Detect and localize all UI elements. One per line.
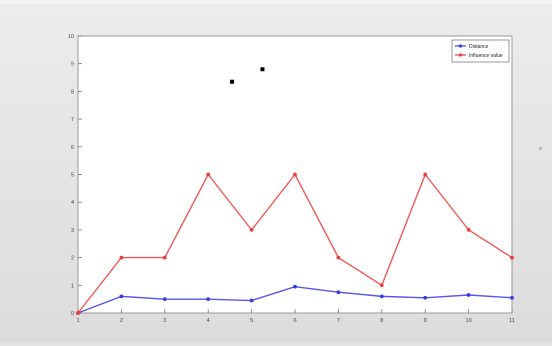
x-tick-label: 3 [163,318,166,324]
y-tick-label: 3 [71,228,74,234]
series-1-point [336,290,341,295]
series-layer [76,172,514,315]
series-2-point [510,255,514,260]
x-tick-label: 1 [76,318,79,324]
x-tick-label: 4 [207,318,210,324]
series-2-point [76,311,80,315]
x-tick-label: 2 [120,318,123,324]
y-axis-ticks: 0 1 2 3 4 5 6 7 8 9 10 [68,34,82,317]
legend-swatch-marker [458,53,463,57]
series-2-point [249,228,254,232]
series-2-point [162,255,167,260]
y-tick-label: 4 [71,200,74,206]
y-tick-label: 9 [71,62,74,68]
legend-box [451,39,510,63]
series-1-point [466,293,471,297]
x-tick-label: 7 [337,318,340,324]
y-tick-label: 5 [71,173,74,179]
series-1-point [249,298,254,303]
x-tick-label: 11 [509,318,515,324]
series-1-point [379,294,384,299]
legend-swatch-marker [458,44,463,48]
background-dot [539,147,542,150]
y-tick-label: 1 [71,283,74,289]
y-tick-label: 0 [71,311,74,317]
series-1-point [293,284,297,289]
series-1-point [510,295,514,300]
series-1-point [162,297,167,302]
series-1-point [119,294,124,299]
legend-label: Influence value [469,53,503,59]
marker-layer [230,67,265,84]
y-tick-label: 8 [71,89,74,95]
series-2-point [293,172,297,177]
series-1-point [423,295,428,300]
x-tick-label: 10 [466,318,472,324]
series-2-point [336,255,341,260]
y-tick-label: 7 [71,117,74,123]
stray-marker [260,67,265,72]
x-axis-ticks: 1 2 3 4 5 6 7 8 9 10 11 [76,309,515,324]
series-2-point [466,228,471,232]
x-tick-label: 6 [293,318,296,324]
y-tick-label: 6 [71,145,74,151]
x-tick-label: 9 [424,318,427,324]
y-tick-label: 2 [71,256,74,262]
legend: Distance Influence value [451,39,510,63]
series-1-point [206,297,211,302]
x-tick-label: 8 [380,318,383,324]
series-2-point [379,283,384,288]
stray-marker [230,79,235,84]
y-tick-label: 10 [68,34,74,40]
series-2-point [206,172,211,177]
series-2-point [423,172,428,177]
legend-label: Distance [469,44,489,50]
series-2-point [119,255,124,260]
x-tick-label: 5 [250,318,253,324]
